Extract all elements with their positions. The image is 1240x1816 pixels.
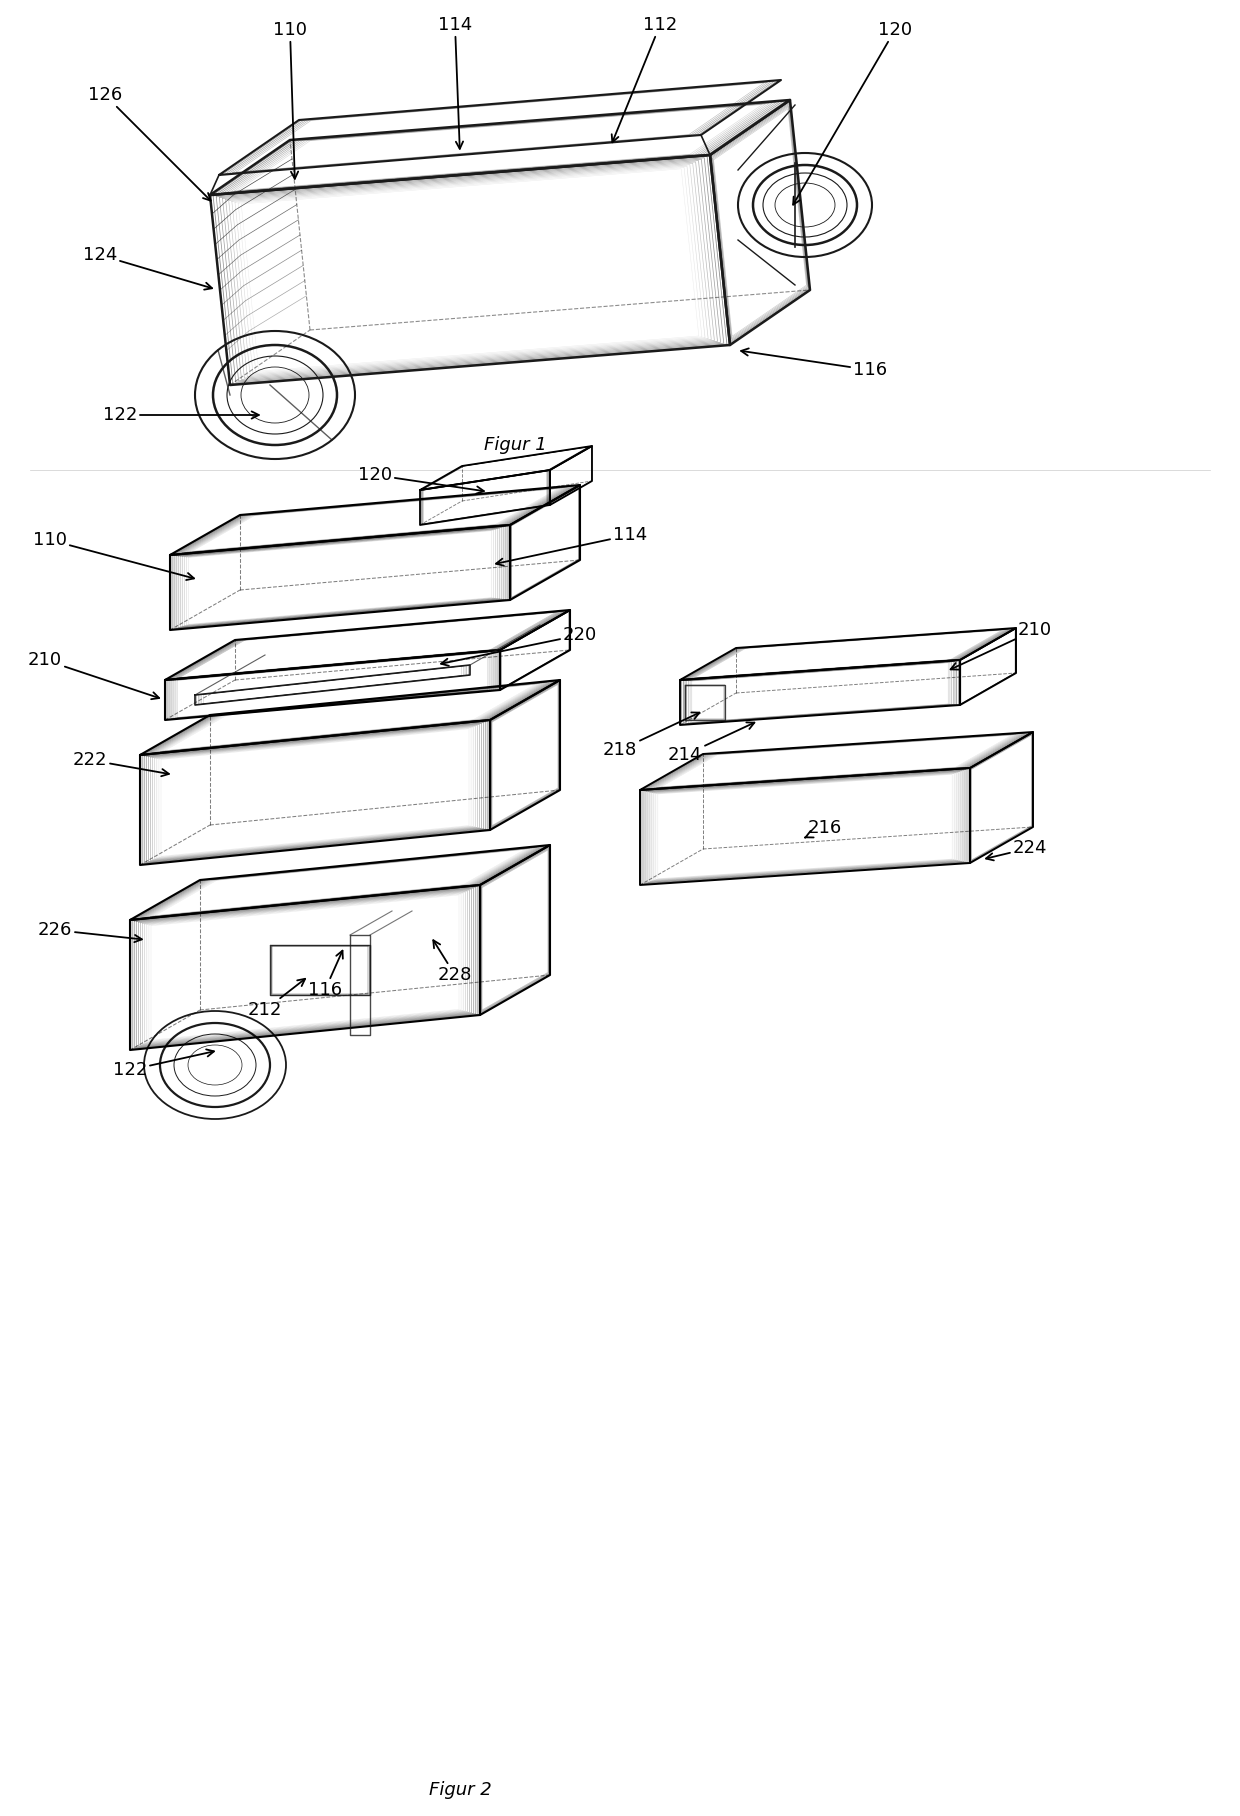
Text: 126: 126 (88, 85, 211, 200)
Text: Figur 2: Figur 2 (429, 1781, 491, 1800)
Text: 120: 120 (358, 467, 484, 494)
Text: 224: 224 (986, 839, 1048, 861)
Text: 124: 124 (83, 245, 212, 289)
Text: 214: 214 (668, 723, 754, 765)
Text: Figur 1: Figur 1 (484, 436, 547, 454)
Text: 226: 226 (37, 921, 141, 943)
Text: 228: 228 (433, 941, 472, 984)
Text: 114: 114 (438, 16, 472, 149)
Text: 212: 212 (248, 979, 305, 1019)
Text: 120: 120 (794, 22, 913, 205)
Text: 218: 218 (603, 712, 699, 759)
Text: 114: 114 (496, 527, 647, 567)
Text: 210: 210 (951, 621, 1052, 670)
Text: 116: 116 (308, 950, 342, 999)
Text: 222: 222 (73, 752, 169, 775)
Text: 112: 112 (611, 16, 677, 142)
Text: 122: 122 (113, 1050, 215, 1079)
Text: 116: 116 (742, 349, 887, 380)
Text: 122: 122 (103, 407, 259, 423)
Text: 220: 220 (441, 627, 598, 666)
Text: 110: 110 (273, 22, 308, 178)
Text: 110: 110 (33, 530, 193, 579)
Text: 210: 210 (29, 650, 159, 699)
Text: 216: 216 (805, 819, 842, 837)
